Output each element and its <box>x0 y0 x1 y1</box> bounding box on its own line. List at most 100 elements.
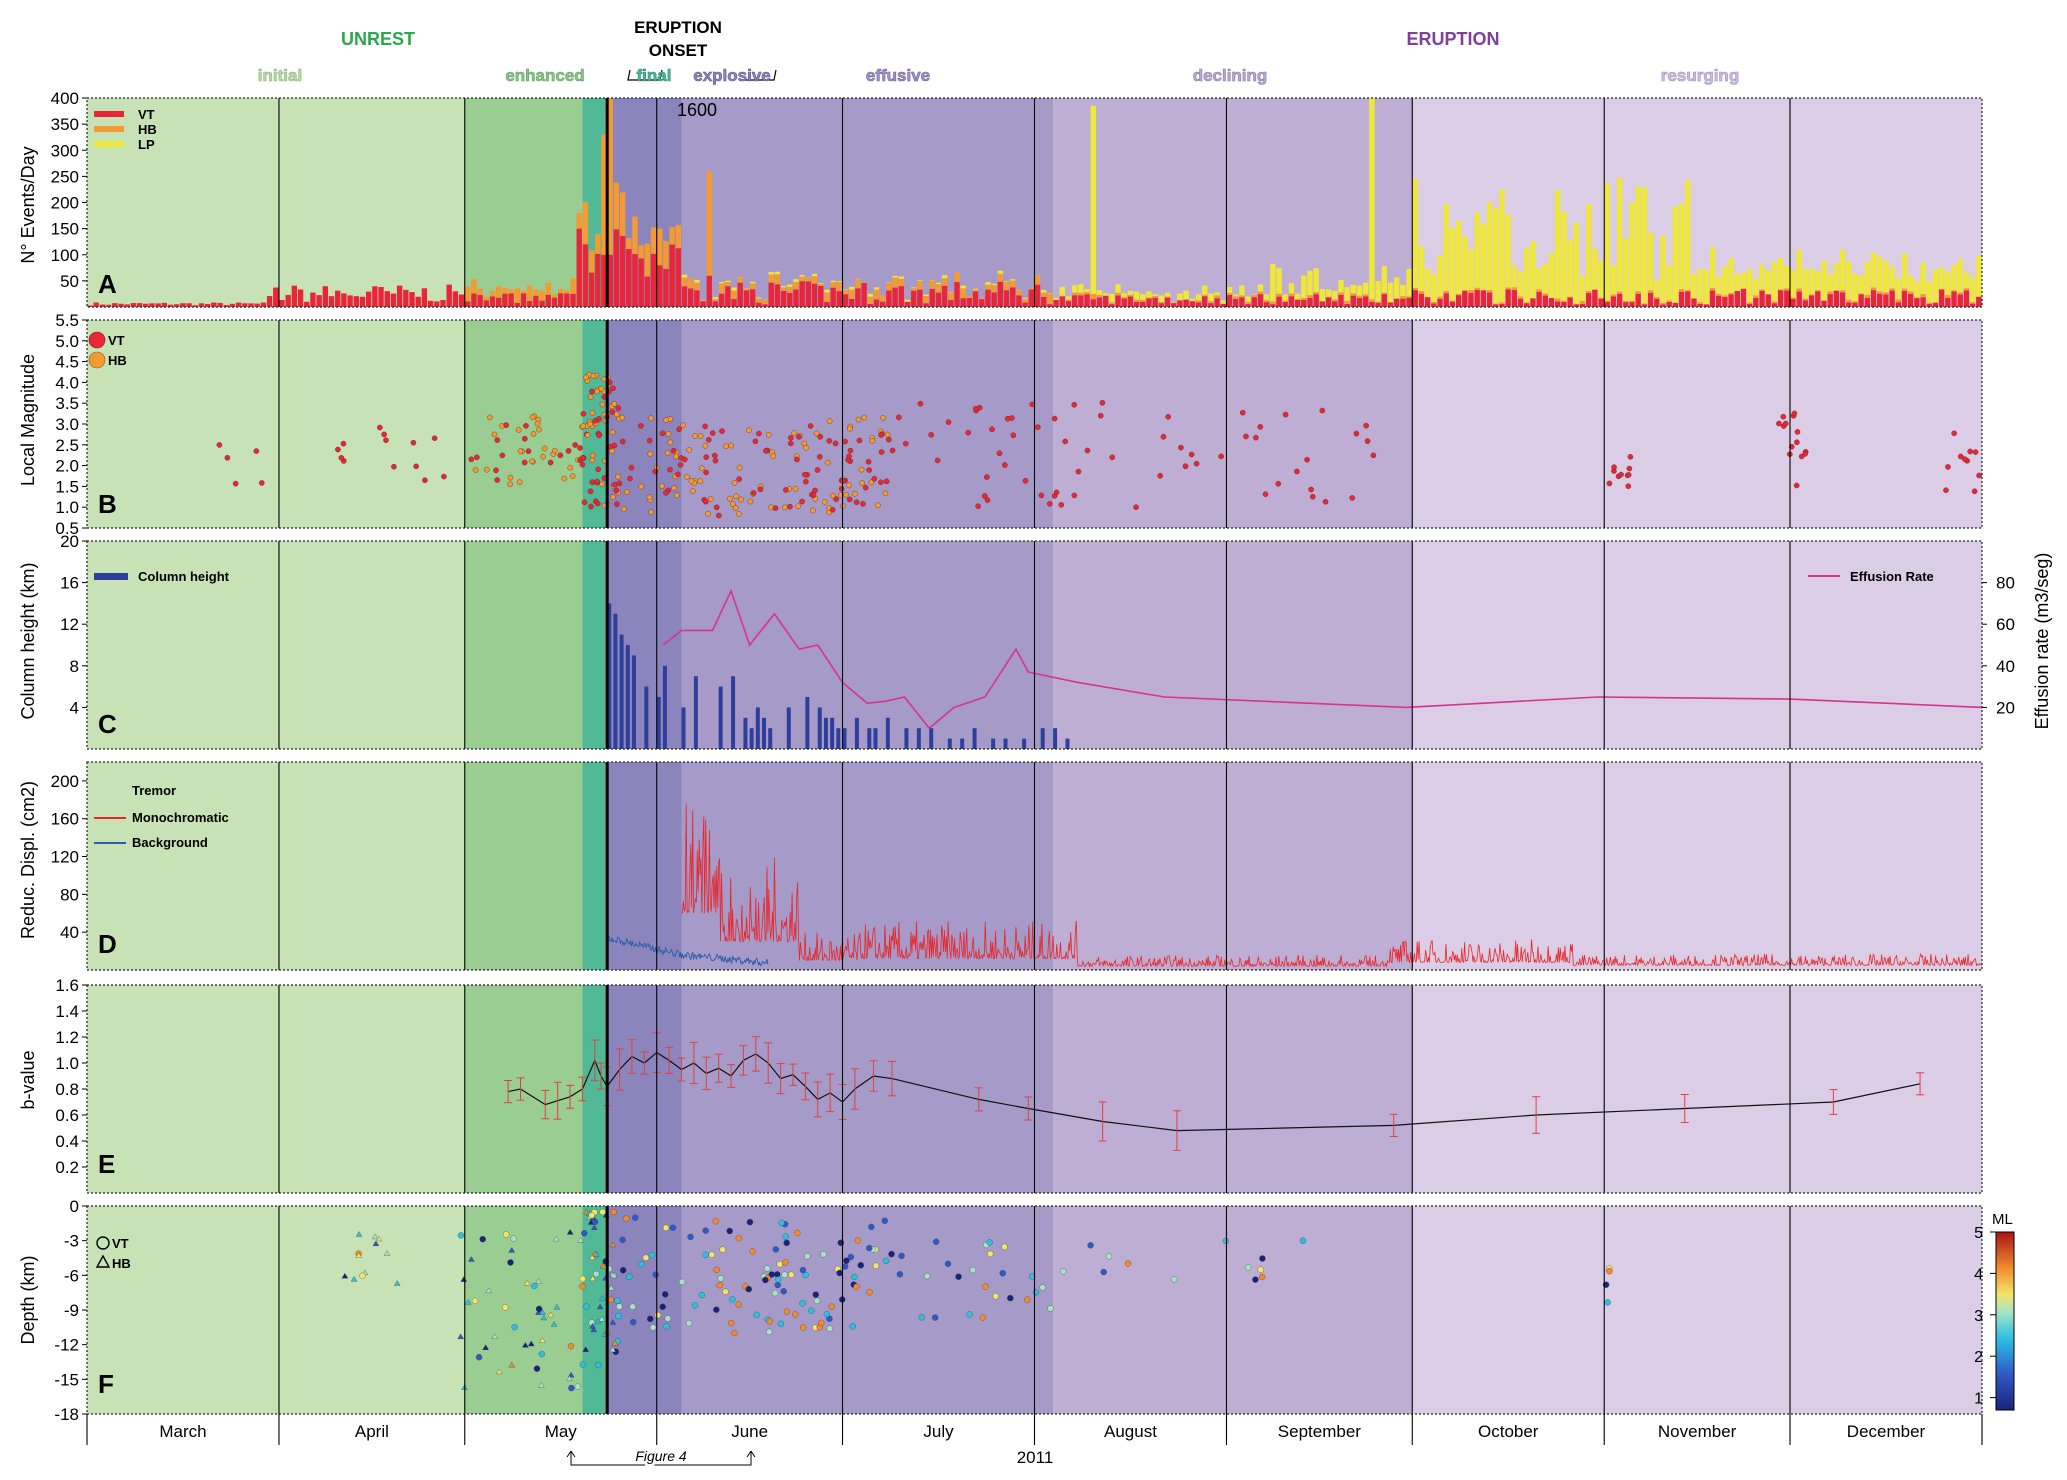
depth-vt <box>708 1251 715 1258</box>
bar-hb <box>1418 291 1425 294</box>
bar-vt <box>1096 297 1103 307</box>
bar-lp <box>1164 292 1171 297</box>
quake-vt <box>523 423 529 429</box>
phase-bg-enhanced <box>464 762 583 970</box>
depth-hb <box>582 1346 589 1352</box>
bar-vt <box>390 293 397 307</box>
quake-vt <box>1364 438 1371 444</box>
depth-hb <box>547 1311 555 1318</box>
bar-vt <box>1573 304 1579 307</box>
bar-hb <box>514 288 520 303</box>
column-bar <box>625 645 630 749</box>
phase-initial: initial <box>258 66 302 85</box>
depth-vt <box>866 1289 873 1296</box>
bar-hb <box>1109 302 1115 305</box>
bar-lp <box>1040 289 1047 293</box>
bar-hb <box>1815 290 1821 292</box>
quake-hb <box>746 427 752 434</box>
bar-hb <box>1802 298 1809 301</box>
quake-hb <box>663 417 669 423</box>
bar-vt <box>508 293 514 307</box>
legend-d: Tremor Monochromatic Background <box>94 783 229 850</box>
bar-hb <box>1907 291 1914 294</box>
bar-lp <box>1109 293 1115 303</box>
bar-hb <box>489 290 496 297</box>
depth-vt <box>1047 1305 1054 1312</box>
bar-vt <box>502 293 508 307</box>
quake-hb <box>589 409 596 416</box>
bar-hb <box>991 285 997 293</box>
bar-lp <box>1796 249 1802 289</box>
bar-hb <box>762 299 768 305</box>
bar-vt <box>396 285 403 307</box>
y-tick-label: 40 <box>60 923 79 942</box>
bar-hb <box>663 241 669 269</box>
quake-vt <box>594 478 600 485</box>
bar-hb <box>1623 300 1629 303</box>
depth-vt <box>614 1297 621 1304</box>
bar-vt <box>434 301 440 307</box>
bar-vt <box>1325 297 1332 307</box>
bar-lp <box>1480 223 1487 290</box>
bar-vt <box>1697 303 1703 307</box>
bar-hb <box>1344 300 1350 304</box>
bar-vt <box>204 303 211 307</box>
quake-vt <box>1218 453 1224 460</box>
bar-hb <box>1635 291 1641 294</box>
quake-hb <box>810 507 816 514</box>
depth-vt <box>854 1237 862 1244</box>
depth-vt <box>664 1315 671 1322</box>
bar-lp <box>1115 284 1121 293</box>
bar-vt <box>520 293 527 307</box>
column-bar <box>768 728 773 749</box>
bar-hb <box>1158 302 1165 304</box>
bar-hb <box>1282 300 1288 302</box>
bar-lp <box>1561 211 1567 301</box>
bar-hb <box>1474 287 1480 290</box>
bar-lp <box>1889 267 1895 289</box>
depth-vt <box>999 1270 1006 1277</box>
bar-hb <box>632 216 638 255</box>
quake-vt <box>572 442 578 448</box>
bar-vt <box>1635 293 1641 307</box>
depth-vt <box>698 1291 706 1299</box>
depth-vt <box>648 1251 656 1259</box>
bar-lp <box>1976 255 1982 297</box>
bar-hb <box>1003 281 1010 291</box>
y-tick-label: 3.0 <box>55 415 79 434</box>
quake-vt <box>928 431 934 438</box>
legend-hb-label: HB <box>138 122 157 137</box>
bar-hb <box>520 290 527 294</box>
bar-hb <box>1610 294 1617 297</box>
depth-hb <box>577 1236 584 1243</box>
bar-vt <box>811 283 818 307</box>
quake-vt <box>610 385 616 392</box>
bar-hb <box>774 274 781 285</box>
bar-vt <box>861 282 867 307</box>
colorbar-ticks: 1 2 3 4 5 <box>1974 1225 1996 1408</box>
quake-hb <box>861 414 868 421</box>
bar-hb <box>849 289 855 299</box>
bar-vt <box>1065 301 1072 307</box>
bar-hb <box>960 288 966 299</box>
depth-vt <box>1252 1276 1259 1283</box>
bar-vt <box>483 300 490 307</box>
bar-vt <box>1022 302 1028 307</box>
unrest-label: UNREST <box>341 29 415 49</box>
panel-letter-b: B <box>98 489 117 519</box>
bar-vt <box>1703 304 1710 307</box>
bar-vt <box>1926 303 1932 307</box>
bar-hb <box>830 282 836 288</box>
quake-hb <box>673 453 679 460</box>
depth-vt <box>802 1271 809 1279</box>
bar-lp <box>1901 253 1908 289</box>
bar-lp <box>1022 297 1028 299</box>
bar-vt <box>112 303 118 307</box>
y-tick-label: 12 <box>60 615 79 634</box>
y-tick-label: 8 <box>70 657 79 676</box>
phase-bg-explosive <box>607 98 682 307</box>
depth-vt <box>792 1311 799 1318</box>
quake-vt <box>1160 433 1167 440</box>
bar-vt <box>1511 290 1518 307</box>
quake-hb <box>529 458 535 465</box>
